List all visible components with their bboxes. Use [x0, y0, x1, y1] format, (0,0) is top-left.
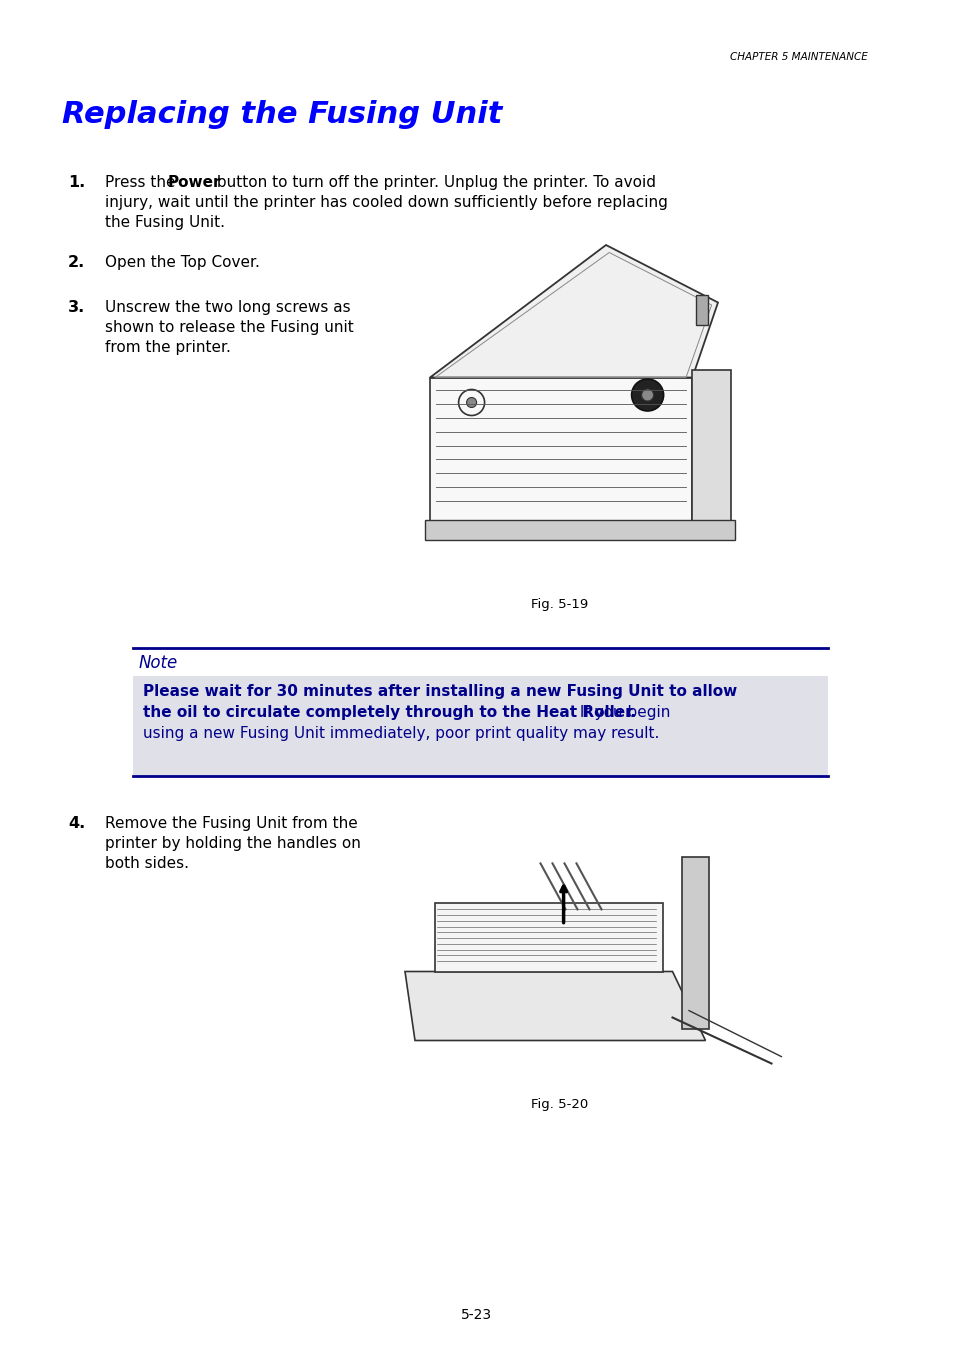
Text: from the printer.: from the printer. [105, 340, 231, 355]
Text: printer by holding the handles on: printer by holding the handles on [105, 836, 360, 851]
Bar [132, 676, 827, 775]
Text: using a new Fusing Unit immediately, poor print quality may result.: using a new Fusing Unit immediately, poo… [143, 725, 659, 740]
Text: Replacing the Fusing Unit: Replacing the Fusing Unit [62, 100, 502, 128]
Text: Note: Note [139, 654, 178, 671]
Bar [681, 857, 708, 1029]
Circle shape [466, 397, 476, 408]
Text: If you begin: If you begin [575, 705, 670, 720]
Text: Power: Power [168, 176, 221, 190]
Bar [424, 520, 735, 540]
Text: shown to release the Fusing unit: shown to release the Fusing unit [105, 320, 354, 335]
Text: Fig. 5-19: Fig. 5-19 [531, 598, 588, 611]
Bar [430, 377, 692, 527]
Text: Please wait for 30 minutes after installing a new Fusing Unit to allow: Please wait for 30 minutes after install… [143, 684, 737, 698]
Bar [692, 370, 730, 527]
Text: Press the: Press the [105, 176, 180, 190]
Text: both sides.: both sides. [105, 857, 189, 871]
Text: button to turn off the printer. Unplug the printer. To avoid: button to turn off the printer. Unplug t… [212, 176, 656, 190]
Text: 3.: 3. [68, 300, 85, 315]
Text: CHAPTER 5 MAINTENANCE: CHAPTER 5 MAINTENANCE [729, 51, 867, 62]
Text: 5-23: 5-23 [461, 1308, 492, 1323]
Circle shape [631, 380, 663, 411]
Text: Open the Top Cover.: Open the Top Cover. [105, 255, 259, 270]
Polygon shape [430, 245, 718, 377]
Text: the oil to circulate completely through to the Heat Roller.: the oil to circulate completely through … [143, 705, 636, 720]
Polygon shape [435, 902, 662, 971]
Text: injury, wait until the printer has cooled down sufficiently before replacing: injury, wait until the printer has coole… [105, 195, 667, 209]
Text: Remove the Fusing Unit from the: Remove the Fusing Unit from the [105, 816, 357, 831]
Bar [695, 295, 707, 326]
Text: the Fusing Unit.: the Fusing Unit. [105, 215, 225, 230]
Polygon shape [405, 971, 705, 1040]
Text: Fig. 5-20: Fig. 5-20 [531, 1098, 588, 1111]
Text: 2.: 2. [68, 255, 85, 270]
Text: 4.: 4. [68, 816, 85, 831]
Text: 1.: 1. [68, 176, 85, 190]
Text: Unscrew the two long screws as: Unscrew the two long screws as [105, 300, 351, 315]
Circle shape [641, 389, 653, 401]
